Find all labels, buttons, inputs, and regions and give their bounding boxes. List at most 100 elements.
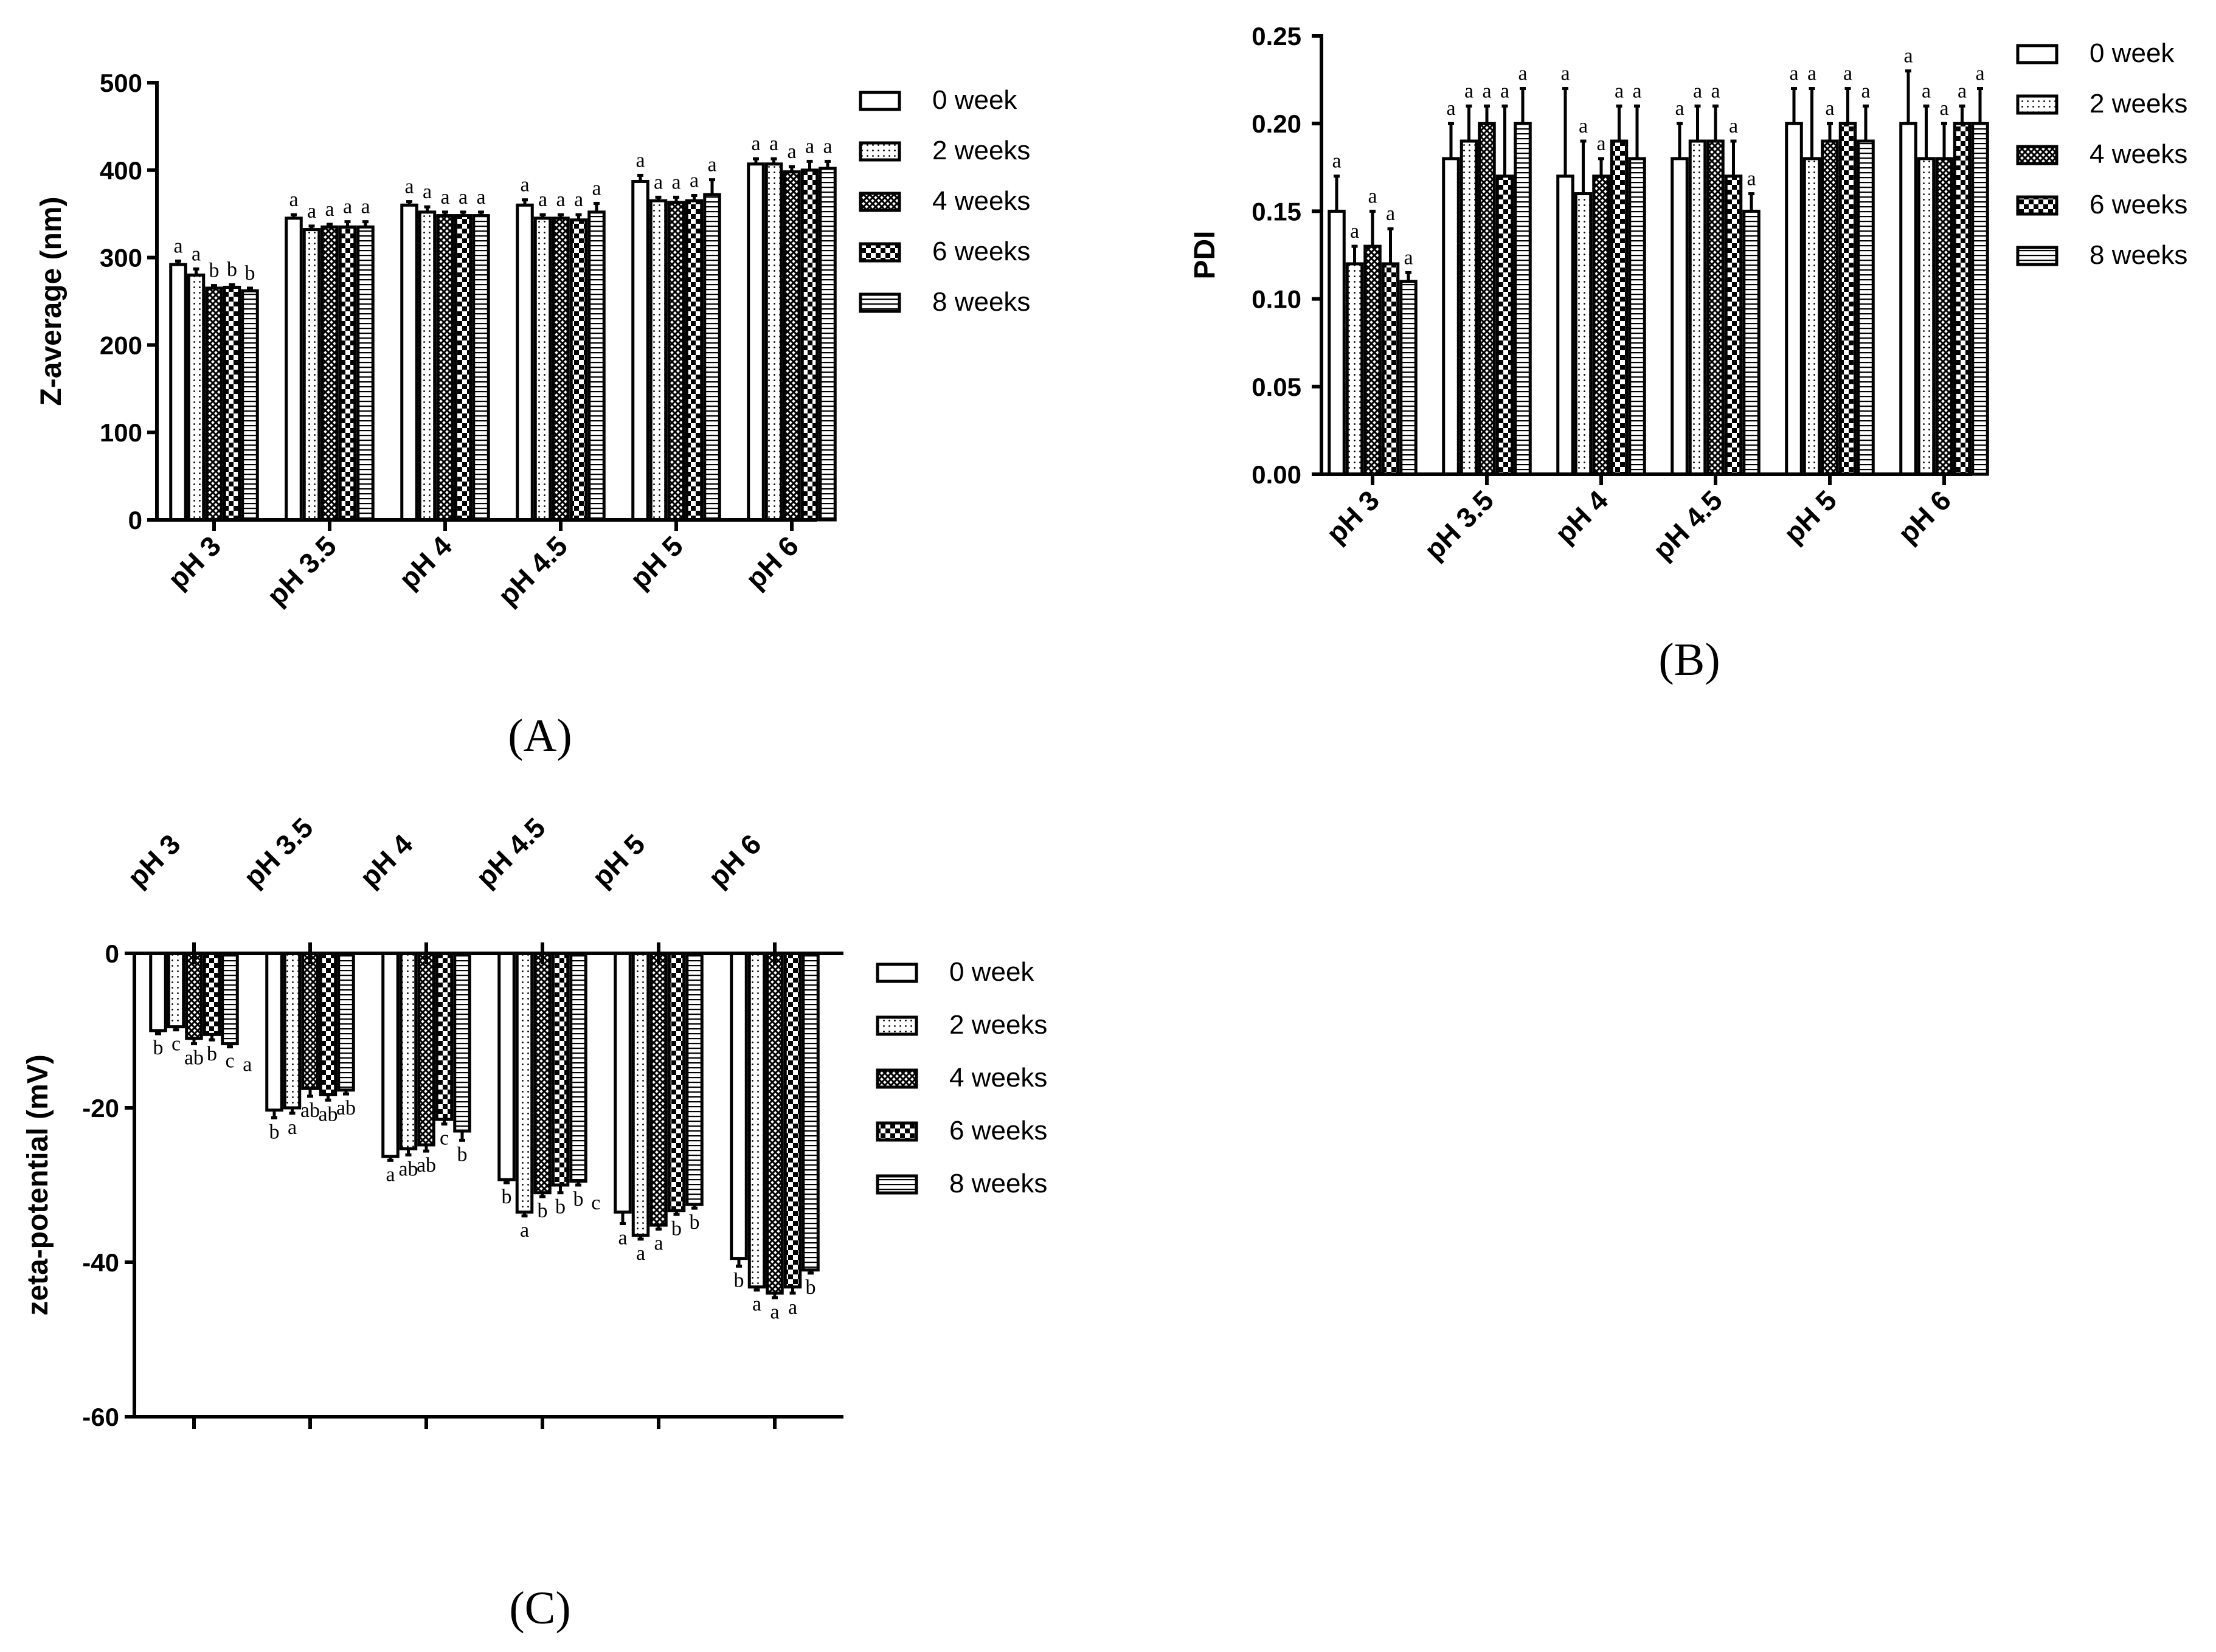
- chart-a-bar-ph-4-6-weeks: [454, 214, 473, 522]
- chart-c-bar-ph-4-5-6-weeks: [551, 952, 570, 1187]
- chart-c-x-tick-label: pH 6: [702, 828, 767, 893]
- chart-c-significance-letter: b: [207, 1043, 217, 1065]
- chart-a-x-tick-label: pH 3.5: [261, 530, 342, 611]
- chart-b-significance-letter: a: [1861, 80, 1870, 102]
- chart-a-bar-ph-6-0-week: [747, 162, 765, 522]
- chart-b-bar-ph-3-5-6-weeks: [1495, 175, 1514, 476]
- chart-c-significance-letter: a: [386, 1163, 395, 1186]
- chart-c-bar-ph-5-8-weeks: [685, 952, 704, 1206]
- chart-c-significance-letter: a: [654, 1232, 663, 1254]
- chart-b-significance-letter: a: [1596, 133, 1605, 155]
- chart-c-significance-letter: ab: [318, 1103, 338, 1125]
- chart-a-y-tick-label: 500: [100, 69, 142, 97]
- chart-b-bar-ph-4-5-6-weeks: [1724, 175, 1743, 476]
- chart-b-significance-letter: a: [1675, 97, 1684, 120]
- chart-a-x-tick-label: pH 6: [739, 530, 805, 595]
- chart-b-x-tick-label: pH 4: [1549, 484, 1615, 550]
- chart-a-bar-ph-3-8-weeks: [241, 289, 259, 522]
- chart-a-legend-label-6-weeks: 6 weeks: [932, 237, 1030, 266]
- chart-c-significance-letter: a: [288, 1116, 297, 1139]
- chart-b-significance-letter: a: [1615, 80, 1624, 102]
- chart-a-significance-letter: a: [707, 154, 716, 176]
- chart-c-legend-swatch-8-weeks: [876, 1174, 918, 1195]
- chart-b-significance-letter: a: [1446, 97, 1455, 120]
- chart-c-significance-letter: b: [806, 1276, 816, 1299]
- chart-a-bar-ph-5-4-weeks: [667, 201, 685, 522]
- chart-c-bar-ph-6-8-weeks: [802, 952, 820, 1272]
- chart-c-bar-ph-4-6-weeks: [435, 952, 454, 1121]
- chart-b-x-tick-label: pH 5: [1778, 484, 1843, 549]
- chart-b-bar-ph-3-5-8-weeks: [1514, 122, 1532, 476]
- chart-a-bar-ph-3-5-8-weeks: [356, 225, 375, 522]
- chart-b-bar-ph-4-5-0-week: [1671, 157, 1689, 476]
- chart-b-bar-ph-6-8-weeks: [1971, 122, 1989, 476]
- chart-c-significance-letter: b: [734, 1269, 744, 1291]
- chart-c-legend-swatch-4-weeks: [876, 1068, 918, 1089]
- chart-b-bar-ph-3-5-4-weeks: [1478, 122, 1496, 476]
- chart-a-significance-letter: a: [325, 198, 334, 221]
- chart-b-bar-ph-4-4-weeks: [1592, 175, 1610, 476]
- chart-b-significance-letter: a: [1747, 168, 1756, 190]
- chart-a-legend-swatch-0-week: [859, 91, 901, 111]
- chart-c-bar-ph-4-0-week: [381, 952, 400, 1158]
- chart-a-bar-ph-6-8-weeks: [819, 167, 837, 522]
- chart-c-bar-ph-6-0-week: [730, 952, 748, 1260]
- chart-a-bar-ph-5-8-weeks: [703, 193, 721, 522]
- chart-c-x-tick-label: pH 3: [121, 828, 186, 893]
- chart-b-significance-letter: a: [1958, 80, 1967, 102]
- chart-b-significance-letter: a: [1386, 202, 1395, 225]
- chart-c-bar-ph-3-5-6-weeks: [319, 952, 338, 1096]
- chart-b-y-tick-label: 0.20: [1252, 109, 1301, 138]
- chart-a-legend-label-8-weeks: 8 weeks: [932, 287, 1030, 317]
- chart-c-significance-letter: b: [538, 1200, 548, 1222]
- chart-b-legend-swatch-8-weeks: [2016, 246, 2058, 266]
- chart-b-significance-letter: a: [1922, 80, 1931, 102]
- chart-a-significance-letter: a: [556, 188, 565, 211]
- chart-c-y-tick-label: -40: [82, 1248, 119, 1277]
- chart-c-significance-letter: a: [636, 1242, 645, 1265]
- chart-c-significance-letter: ab: [300, 1099, 320, 1122]
- chart-a-bar-ph-5-6-weeks: [685, 199, 704, 522]
- chart-b-bar-ph-3-4-weeks: [1363, 244, 1382, 476]
- chart-a-legend-swatch-4-weeks: [859, 192, 901, 212]
- chart-a-bar-ph-3-5-0-week: [285, 216, 303, 522]
- chart-b-bar-ph-3-5-2-weeks: [1459, 139, 1478, 476]
- chart-a-bar-ph-6-6-weeks: [800, 168, 819, 522]
- chart-a-significance-letter: a: [423, 181, 432, 203]
- chart-c-legend-label-6-weeks: 6 weeks: [949, 1116, 1047, 1146]
- chart-b-x-tick-label: pH 4.5: [1647, 484, 1728, 565]
- chart-c-significance-letter: b: [269, 1121, 280, 1144]
- chart-a-x-tick-label: pH 5: [624, 530, 689, 595]
- chart-c-bar-ph-3-0-week: [149, 952, 167, 1032]
- chart-c-bar-ph-4-5-4-weeks: [533, 952, 552, 1195]
- chart-a-bar-ph-6-2-weeks: [764, 162, 783, 522]
- chart-c-significance-letter: ab: [336, 1097, 356, 1119]
- chart-a-significance-letter: a: [823, 135, 832, 157]
- chart-a-significance-letter: a: [769, 133, 778, 155]
- chart-c-y-tick-label: -20: [82, 1094, 119, 1122]
- chart-c-legend-swatch-2-weeks: [876, 1015, 918, 1036]
- chart-c-significance-letter: ab: [398, 1158, 418, 1180]
- chart-a-bar-ph-3-5-2-weeks: [302, 228, 321, 522]
- chart-b-y-tick-label: 0.05: [1252, 373, 1301, 401]
- chart-b-significance-letter: a: [1500, 80, 1509, 102]
- chart-c-bar-ph-4-5-0-week: [497, 952, 516, 1181]
- chart-b-significance-letter: a: [1711, 80, 1720, 102]
- chart-a-x-tick-label: pH 4.5: [492, 530, 573, 611]
- chart-a-bar-ph-5-2-weeks: [649, 199, 668, 522]
- chart-a-legend-label-4-weeks: 4 weeks: [932, 186, 1030, 216]
- chart-a-y-tick-label: 300: [100, 244, 142, 272]
- chart-b-bar-ph-5-4-weeks: [1821, 139, 1839, 476]
- chart-b-legend-label-6-weeks: 6 weeks: [2090, 190, 2187, 219]
- chart-c-bar-ph-3-4-weeks: [185, 952, 203, 1040]
- chart-a-y-tick-label: 200: [100, 331, 142, 359]
- chart-c-y-tick-label: -60: [82, 1403, 119, 1431]
- chart-b-bar-ph-4-5-8-weeks: [1742, 209, 1761, 476]
- chart-a-significance-letter: a: [520, 174, 529, 196]
- chart-c-significance-letter: a: [788, 1296, 797, 1319]
- chart-a-significance-letter: a: [440, 186, 449, 209]
- chart-b-y-tick-label: 0.25: [1252, 22, 1301, 50]
- chart-a-bar-ph-6-4-weeks: [783, 170, 801, 522]
- chart-c-legend-label-8-weeks: 8 weeks: [949, 1169, 1047, 1198]
